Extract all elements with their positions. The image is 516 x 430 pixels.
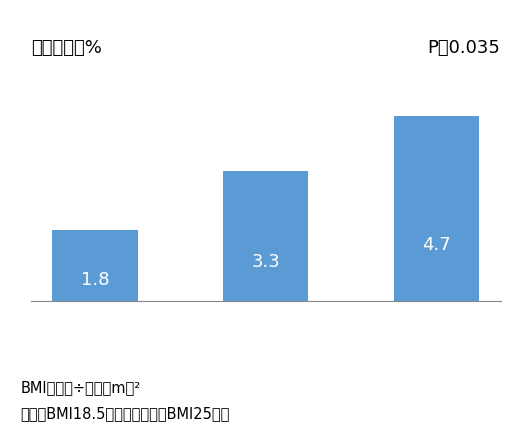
Text: 痩せ＝BMI18.5未満　　肥満＝BMI25以上: 痩せ＝BMI18.5未満 肥満＝BMI25以上: [21, 406, 230, 421]
Text: P＝0.035: P＝0.035: [428, 39, 501, 57]
Text: BMI＝体重÷（身長m）²: BMI＝体重÷（身長m）²: [21, 381, 141, 396]
Bar: [223, 171, 309, 301]
Bar: [52, 230, 138, 301]
Text: 帝王切開率%: 帝王切開率%: [31, 39, 102, 57]
Text: 4.7: 4.7: [422, 237, 451, 255]
Bar: [394, 116, 479, 301]
Text: 3.3: 3.3: [251, 253, 280, 271]
Text: 1.8: 1.8: [80, 271, 109, 289]
